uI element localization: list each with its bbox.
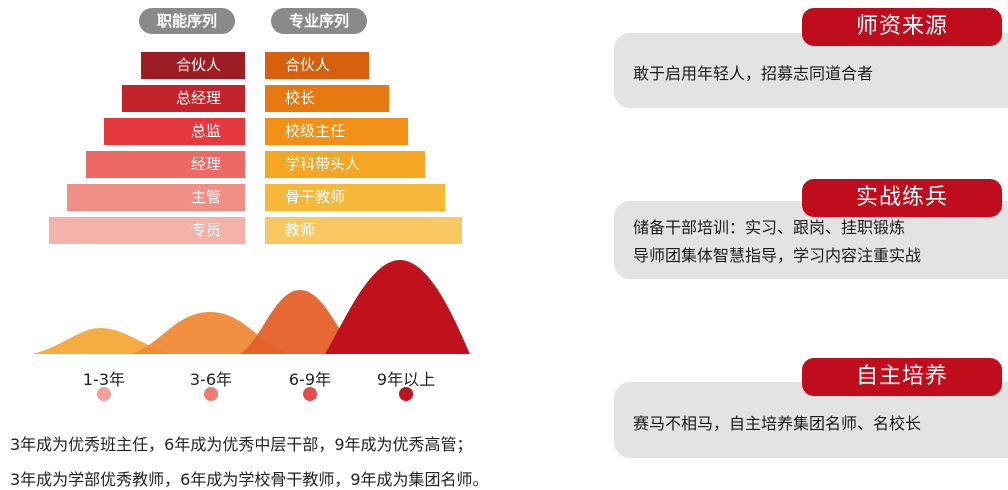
card-text: 赛马不相马，自主培养集团名师、名校长 <box>633 414 922 433</box>
timeline-dot <box>399 387 413 401</box>
professional-level-bar: 校级主任 <box>265 118 408 145</box>
professional-level-bar: 教师 <box>265 217 462 244</box>
badge-self-cultivation: 自主培养 <box>802 358 1002 396</box>
growth-waves <box>32 260 470 354</box>
wave-1-3-years <box>32 328 175 354</box>
functional-level-bar: 合伙人 <box>141 52 245 79</box>
timeline-dot <box>97 387 111 401</box>
year-label: 1-3年 <box>82 370 126 389</box>
functional-level-bar: 专员 <box>49 217 245 244</box>
functional-level-bar: 总监 <box>104 118 245 145</box>
functional-level-bar: 经理 <box>86 151 245 178</box>
card-text: 储备干部培训：实习、跟岗、挂职锻炼 <box>633 218 906 237</box>
professional-level-bar: 学科带头人 <box>265 151 425 178</box>
summary-line: 3年成为学部优秀教师，6年成为学校骨干教师，9年成为集团名师。 <box>10 470 489 489</box>
year-label: 6-9年 <box>288 370 332 389</box>
professional-sequence-tag: 专业序列 <box>271 8 367 34</box>
professional-level-bar: 校长 <box>265 85 389 112</box>
functional-level-bar: 总经理 <box>122 85 245 112</box>
professional-level-bar: 合伙人 <box>265 52 369 79</box>
card-text: 导师团集体智慧指导，学习内容注重实战 <box>633 246 922 265</box>
wave-9-plus-years <box>325 260 470 354</box>
year-label: 9年以上 <box>376 370 436 389</box>
summary-line: 3年成为优秀班主任，6年成为优秀中层干部，9年成为优秀高管； <box>10 435 473 454</box>
card-text: 敢于启用年轻人，招募志同道合者 <box>633 64 874 83</box>
professional-level-bar: 骨干教师 <box>265 184 445 211</box>
timeline-dot <box>204 387 218 401</box>
badge-teacher-source: 师资来源 <box>802 8 1002 46</box>
badge-practical-training: 实战练兵 <box>802 179 1002 217</box>
functional-level-bar: 主管 <box>67 184 245 211</box>
wave-3-6-years <box>130 312 290 354</box>
timeline-dot <box>303 387 317 401</box>
functional-sequence-tag: 职能序列 <box>139 8 235 34</box>
wave-6-9-years <box>240 290 360 354</box>
year-label: 3-6年 <box>189 370 233 389</box>
